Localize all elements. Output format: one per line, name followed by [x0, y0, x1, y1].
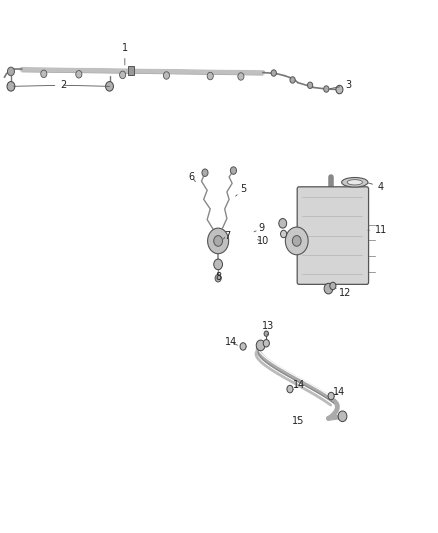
Circle shape: [324, 284, 333, 294]
Circle shape: [240, 343, 246, 350]
Circle shape: [290, 77, 295, 83]
Circle shape: [279, 219, 287, 228]
Circle shape: [256, 340, 265, 351]
Circle shape: [120, 71, 126, 79]
Bar: [128, 66, 134, 75]
Circle shape: [230, 167, 237, 174]
Text: 14: 14: [225, 337, 237, 347]
Text: 4: 4: [368, 182, 384, 191]
Circle shape: [336, 85, 343, 94]
Circle shape: [7, 82, 15, 91]
Circle shape: [106, 82, 113, 91]
Text: 6: 6: [189, 172, 195, 182]
Text: 1: 1: [122, 43, 128, 65]
FancyBboxPatch shape: [297, 187, 368, 285]
Circle shape: [263, 340, 269, 347]
Text: 7: 7: [223, 231, 230, 240]
Circle shape: [307, 82, 313, 88]
Text: 2: 2: [14, 80, 67, 90]
Circle shape: [264, 331, 268, 336]
Text: 8: 8: [215, 272, 221, 282]
Circle shape: [214, 236, 223, 246]
Text: 9: 9: [254, 223, 265, 233]
Text: 14: 14: [333, 387, 346, 397]
Circle shape: [76, 70, 82, 78]
Text: 10: 10: [257, 237, 269, 246]
Circle shape: [41, 70, 47, 78]
Circle shape: [330, 282, 336, 290]
Ellipse shape: [347, 180, 363, 185]
Circle shape: [214, 259, 223, 270]
Circle shape: [271, 70, 276, 76]
Circle shape: [328, 392, 334, 400]
Text: 13: 13: [262, 321, 274, 335]
Circle shape: [163, 72, 170, 79]
Circle shape: [207, 72, 213, 80]
Circle shape: [215, 274, 221, 282]
Circle shape: [7, 67, 14, 76]
Circle shape: [280, 230, 286, 238]
Text: 15: 15: [292, 416, 304, 426]
Circle shape: [324, 86, 329, 92]
Circle shape: [338, 411, 347, 422]
Text: 12: 12: [335, 288, 351, 298]
Circle shape: [287, 385, 293, 393]
Text: 5: 5: [236, 184, 246, 196]
Circle shape: [286, 227, 308, 255]
Circle shape: [293, 236, 301, 246]
Circle shape: [208, 228, 229, 254]
Text: 3: 3: [330, 80, 351, 90]
Circle shape: [238, 72, 244, 80]
Text: 14: 14: [293, 380, 305, 390]
Ellipse shape: [342, 177, 368, 187]
Text: 11: 11: [368, 225, 387, 235]
Circle shape: [202, 169, 208, 176]
